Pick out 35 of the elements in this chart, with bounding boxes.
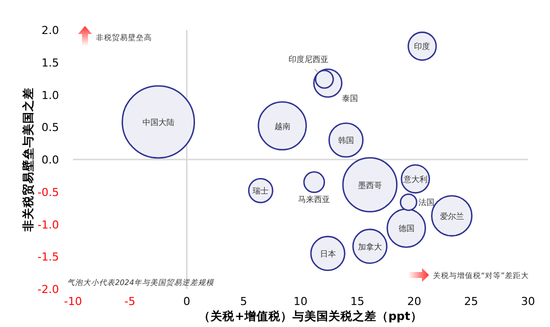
series-label: 印度尼西亚 (288, 55, 328, 64)
y-tick-label: -0.5 (38, 186, 59, 199)
series-label: 马来西亚 (298, 195, 330, 204)
series-label: 爱尔兰 (440, 212, 464, 221)
x-tick-label: 5 (240, 295, 248, 308)
series-label: 越南 (274, 122, 290, 131)
series-label: 意大利 (402, 174, 428, 184)
y-axis-title: 非关税贸易壁垒与美国之差 (21, 88, 35, 232)
series-label: 瑞士 (252, 186, 269, 196)
x-tick-label: 15 (350, 295, 364, 308)
series-label: 德国 (398, 224, 414, 234)
series-label: 法国 (418, 198, 435, 208)
series-label: 韩国 (338, 136, 354, 146)
series-label: 泰国 (342, 94, 358, 104)
x-tick-label: 30 (521, 295, 535, 308)
y-tick-label: -1.0 (38, 218, 59, 232)
y-tick-label: -2.0 (38, 283, 59, 296)
y-tick-label: 2.0 (42, 24, 59, 37)
y-tick-label: 1.0 (42, 88, 59, 102)
series-label: 墨西哥 (358, 180, 382, 190)
series-label: 日本 (320, 249, 336, 258)
series-label: 印度 (414, 42, 430, 52)
series-label: 中国大陆 (142, 118, 174, 127)
y-tick-label: 1.5 (42, 56, 59, 70)
x-tick-label: 25 (464, 295, 478, 308)
x-tick-label: 10 (294, 295, 308, 308)
x-tick-label: -10 (64, 295, 82, 308)
x-tick-label: 0 (183, 295, 190, 308)
y-tick-label: 0.0 (42, 154, 59, 166)
y-tick-label: -1.5 (38, 250, 59, 264)
x-tick-label: 20 (407, 295, 422, 308)
x-axis-title: （关税+增值税）与美国关税之差（ppt） (198, 309, 422, 323)
series-label: 加拿大 (358, 242, 382, 252)
x-tick-label: -5 (124, 295, 136, 308)
y-tick-label: 0.5 (42, 121, 59, 134)
